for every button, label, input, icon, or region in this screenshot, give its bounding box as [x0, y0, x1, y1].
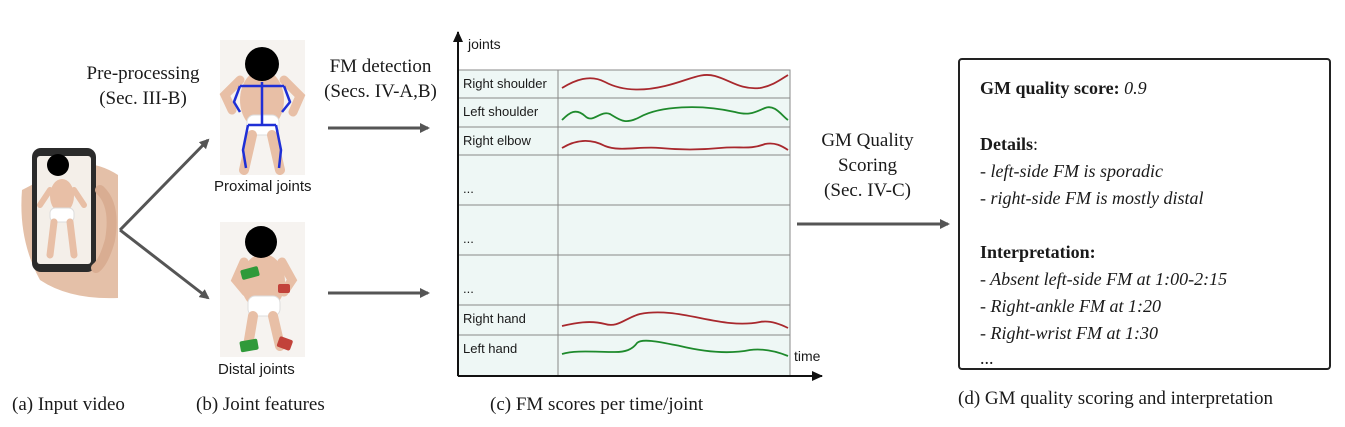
details-label: Details [980, 134, 1033, 154]
interpretation-item: - Right-wrist FM at 1:30 [980, 323, 1158, 343]
interpretation-item: - Right-ankle FM at 1:20 [980, 296, 1161, 316]
x-axis-label: time [794, 348, 821, 364]
chart-row-label: ... [463, 281, 474, 296]
caption-c: (c) FM scores per time/joint [490, 394, 704, 415]
result-panel: GM quality score: 0.9 Details: - left-si… [958, 58, 1331, 370]
right-elbow-curve [561, 140, 789, 151]
preprocessing-label: Pre-processing (Sec. III-B) [68, 61, 218, 111]
gm-scoring-line2: Scoring [837, 155, 898, 176]
left-hand-curve [561, 339, 789, 357]
proximal-joints-image [219, 40, 306, 175]
right-shoulder-curve [561, 74, 789, 91]
left-wrist-marker [240, 266, 260, 280]
arrow-to-proximal [118, 138, 210, 232]
score-line: GM quality score: 0.9 [980, 78, 1147, 99]
details-colon: : [1033, 134, 1039, 154]
score-label: GM quality score: [980, 78, 1120, 98]
face-mask [47, 154, 69, 176]
details-heading: Details: [980, 134, 1038, 155]
detail-item: - left-side FM is sporadic [980, 161, 1163, 181]
score-value: 0.9 [1124, 78, 1147, 98]
chart-row-label: Left shoulder [463, 104, 539, 119]
caption-b: (b) Joint features [196, 394, 325, 415]
chart-row-label: Right shoulder [463, 76, 547, 91]
preprocessing-line1: Pre-processing [86, 63, 200, 84]
chart-row-label: ... [463, 231, 474, 246]
gm-scoring-line1: GM Quality [821, 130, 914, 151]
right-ankle-marker [276, 336, 293, 351]
baby-torso [50, 179, 74, 213]
y-axis-label: joints [468, 36, 501, 52]
chart-row-label: Right hand [463, 311, 526, 326]
baby-arms [37, 187, 87, 208]
interpretation-label: Interpretation: [980, 242, 1096, 262]
phone-illustration [21, 148, 119, 299]
result-ellipsis: ... [980, 348, 994, 368]
thumb-shape [91, 185, 117, 273]
distal-joints-image [220, 222, 305, 357]
proximal-arms [219, 75, 306, 117]
fm-detection-line1: FM detection [329, 56, 432, 77]
distal-joints-label: Distal joints [218, 361, 295, 378]
right-wrist-marker [278, 284, 290, 293]
detail-item: - right-side FM is mostly distal [980, 188, 1204, 208]
chart-row-label: ... [463, 181, 474, 196]
row-separators [458, 97, 790, 336]
baby-diaper [49, 207, 75, 223]
baby-legs [46, 218, 78, 259]
preprocessing-line2: (Sec. III-B) [99, 88, 187, 109]
interpretation-item: - Absent left-side FM at 1:00-2:15 [980, 269, 1228, 289]
gm-scoring-line3: (Sec. IV-C) [824, 180, 911, 201]
proximal-face-mask [245, 47, 279, 81]
chart-row-label: Left hand [463, 341, 518, 356]
right-hand-curve [561, 311, 789, 329]
fm-detection-label: FM detection (Secs. IV-A,B) [308, 54, 453, 104]
proximal-joints-label: Proximal joints [214, 178, 312, 195]
chart-row-label: Right elbow [463, 133, 531, 148]
caption-a: (a) Input video [12, 394, 125, 415]
gm-scoring-label: GM Quality Scoring (Sec. IV-C) [800, 128, 935, 203]
caption-d: (d) GM quality scoring and interpretatio… [958, 388, 1274, 409]
distal-diaper [247, 295, 281, 317]
fm-detection-line2: (Secs. IV-A,B) [324, 81, 437, 102]
left-shoulder-curve [561, 106, 789, 123]
distal-face-mask [245, 226, 277, 258]
left-ankle-marker [239, 338, 259, 353]
skeleton-overlay [232, 82, 292, 169]
arrow-to-distal [119, 228, 210, 300]
